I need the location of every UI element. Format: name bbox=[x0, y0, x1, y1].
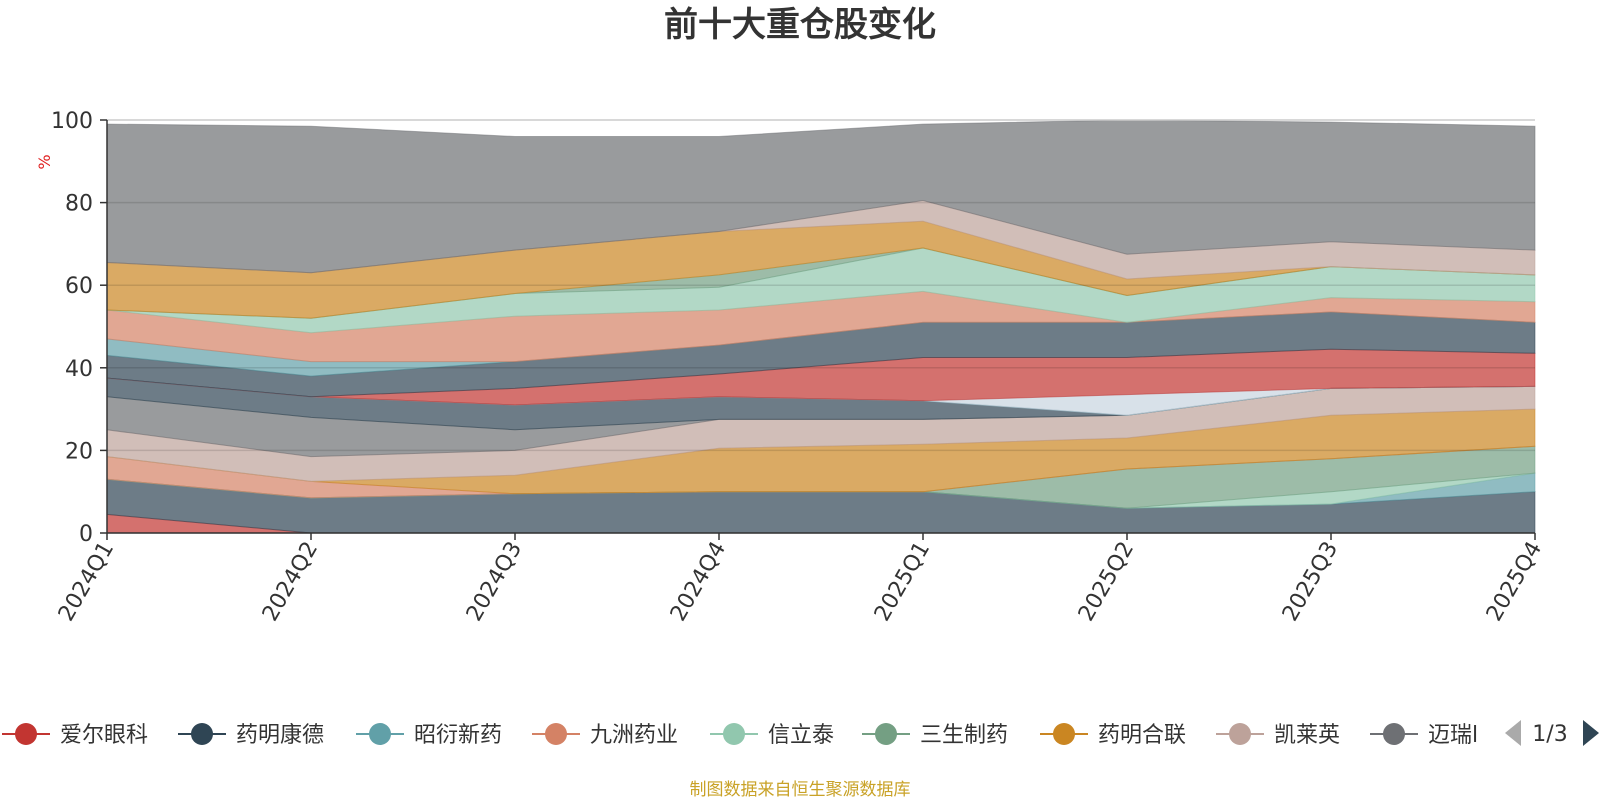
axes bbox=[106, 120, 1535, 534]
x-tick-label-2024Q4: 2024Q4 bbox=[666, 538, 731, 626]
legend-item-三生制药[interactable]: 三生制药 bbox=[862, 723, 1008, 748]
plot-area bbox=[106, 119, 1536, 534]
legend-label: 九洲药业 bbox=[590, 723, 678, 748]
legend-label: 爱尔眼科 bbox=[60, 723, 148, 748]
legend-item-凯莱英[interactable]: 凯莱英 bbox=[1216, 723, 1340, 748]
x-tick-label-2025Q4: 2025Q4 bbox=[1482, 538, 1547, 626]
legend-label: 凯莱英 bbox=[1274, 723, 1340, 748]
y-tick-label-100: 100 bbox=[51, 109, 93, 134]
x-axis-ticks: 2024Q1 2024Q2 2024Q3 2024Q4 2025Q1 2025Q2 2025… bbox=[54, 533, 1547, 626]
y-axis-ticks: 0 20 40 60 80 100 bbox=[51, 109, 107, 547]
legend-marker-icon bbox=[723, 723, 745, 745]
legend-pager: 1/3 bbox=[1505, 720, 1599, 747]
legend-item-九洲药业[interactable]: 九洲药业 bbox=[532, 723, 678, 748]
legend-page-indicator: 1/3 bbox=[1532, 722, 1567, 747]
legend-marker-icon bbox=[1229, 723, 1251, 745]
legend-item-药明合联[interactable]: 药明合联 bbox=[1040, 723, 1186, 748]
y-tick-label-20: 20 bbox=[65, 439, 93, 464]
area-band-20-迈瑞医疗[interactable] bbox=[106, 119, 1536, 274]
data-source-note: 制图数据来自恒生聚源数据库 bbox=[690, 780, 911, 800]
legend-marker-icon bbox=[1383, 723, 1405, 745]
legend-prev-page-icon[interactable] bbox=[1505, 720, 1521, 746]
legend-marker-icon bbox=[545, 723, 567, 745]
legend-item-昭衍新药[interactable]: 昭衍新药 bbox=[356, 723, 502, 748]
y-tick-label-40: 40 bbox=[65, 357, 93, 382]
y-axis-unit-label: % bbox=[35, 154, 54, 169]
legend-label: 三生制药 bbox=[920, 723, 1008, 748]
legend-marker-icon bbox=[15, 723, 37, 745]
legend-marker-icon bbox=[1053, 723, 1075, 745]
legend-label: 迈瑞l bbox=[1428, 723, 1478, 748]
legend-item-迈瑞l[interactable]: 迈瑞l bbox=[1370, 723, 1478, 748]
x-tick-label-2024Q2: 2024Q2 bbox=[258, 538, 323, 626]
legend-label: 昭衍新药 bbox=[414, 723, 502, 748]
legend-label: 药明合联 bbox=[1098, 723, 1186, 748]
legend: 爱尔眼科 药明康德 昭衍新药 九洲药业 信立泰 三生制药 药明合联 凯莱英 迈瑞l bbox=[2, 723, 1478, 748]
legend-marker-icon bbox=[875, 723, 897, 745]
legend-marker-icon bbox=[369, 723, 391, 745]
legend-item-爱尔眼科[interactable]: 爱尔眼科 bbox=[2, 723, 148, 748]
y-tick-label-60: 60 bbox=[65, 274, 93, 299]
legend-marker-icon bbox=[191, 723, 213, 745]
x-tick-label-2024Q3: 2024Q3 bbox=[462, 538, 527, 626]
legend-next-page-icon[interactable] bbox=[1583, 720, 1599, 746]
x-tick-label-2025Q3: 2025Q3 bbox=[1278, 538, 1343, 626]
y-tick-label-0: 0 bbox=[79, 522, 93, 547]
x-tick-label-2025Q1: 2025Q1 bbox=[870, 538, 935, 626]
legend-item-药明康德[interactable]: 药明康德 bbox=[178, 723, 324, 748]
legend-label: 药明康德 bbox=[236, 723, 324, 748]
x-tick-label-2024Q1: 2024Q1 bbox=[54, 538, 119, 626]
x-tick-label-2025Q2: 2025Q2 bbox=[1074, 538, 1139, 626]
legend-label: 信立泰 bbox=[768, 723, 834, 748]
y-tick-label-80: 80 bbox=[65, 192, 93, 217]
legend-item-信立泰[interactable]: 信立泰 bbox=[710, 723, 834, 748]
chart-title: 前十大重仓股变化 bbox=[664, 5, 936, 45]
